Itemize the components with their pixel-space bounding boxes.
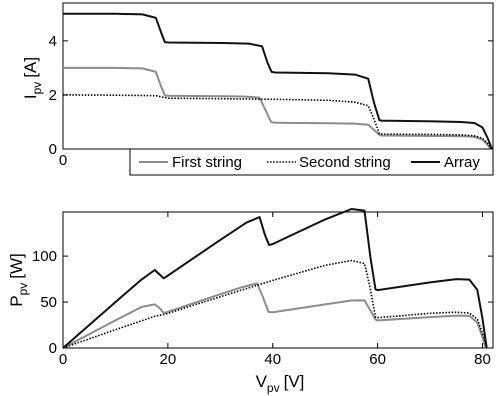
power-series bbox=[62, 208, 488, 349]
legend-first-string-label: First string bbox=[172, 154, 242, 171]
current-xtick-label: 0 bbox=[59, 152, 67, 169]
power-plot-frame bbox=[62, 211, 494, 349]
power-series-second-string bbox=[62, 259, 488, 349]
power-xlabel-unit: [V] bbox=[284, 372, 305, 391]
current-series-second-string bbox=[62, 94, 493, 150]
current-plot-frame bbox=[62, 2, 494, 150]
power-ytick-label: 0 bbox=[49, 340, 57, 357]
power-xtick-label: 40 bbox=[264, 351, 281, 368]
power-ytick-label: 100 bbox=[32, 248, 57, 265]
power-ylabel-main: P bbox=[7, 295, 26, 306]
legend-second-string-label: Second string bbox=[299, 154, 391, 171]
current-ytick-label: 4 bbox=[49, 33, 57, 50]
power-xtick-label: 60 bbox=[369, 351, 386, 368]
current-ylabel-main: I bbox=[21, 94, 40, 99]
power-panel: 0 50 100 0 20 40 60 80 Ppv [W] Vpv [V] bbox=[7, 208, 494, 395]
legend: First string Second string Array bbox=[129, 148, 494, 176]
current-ylabel: Ipv [A] bbox=[21, 57, 44, 99]
current-ticks: 0 2 4 0 bbox=[49, 3, 493, 169]
current-ytick-label: 0 bbox=[49, 141, 57, 158]
power-xtick-label: 20 bbox=[160, 351, 177, 368]
power-xtick-label: 0 bbox=[59, 351, 67, 368]
power-ytick-label: 50 bbox=[40, 294, 57, 311]
current-series-array bbox=[63, 12, 493, 150]
power-xlabel-main: V bbox=[256, 372, 268, 391]
power-ylabel-unit: [W] bbox=[7, 253, 26, 279]
power-ylabel-sub: pv bbox=[16, 283, 30, 296]
power-ylabel: Ppv [W] bbox=[7, 253, 30, 307]
current-panel: 0 2 4 0 Ipv [A] First string Second string A… bbox=[21, 2, 494, 176]
power-series-first-string bbox=[62, 282, 487, 349]
power-xlabel-sub: pv bbox=[267, 381, 280, 395]
power-ticks: 0 50 100 0 20 40 60 80 bbox=[32, 212, 493, 368]
current-ylabel-unit: [A] bbox=[21, 57, 40, 78]
current-ytick-label: 2 bbox=[49, 87, 57, 104]
current-ylabel-sub: pv bbox=[30, 82, 44, 95]
current-series-first-string bbox=[63, 66, 492, 150]
power-series-array bbox=[62, 208, 488, 349]
power-xlabel: Vpv [V] bbox=[256, 372, 305, 395]
power-xtick-label: 80 bbox=[474, 351, 491, 368]
current-series bbox=[62, 12, 493, 150]
legend-array-label: Array bbox=[444, 154, 480, 171]
